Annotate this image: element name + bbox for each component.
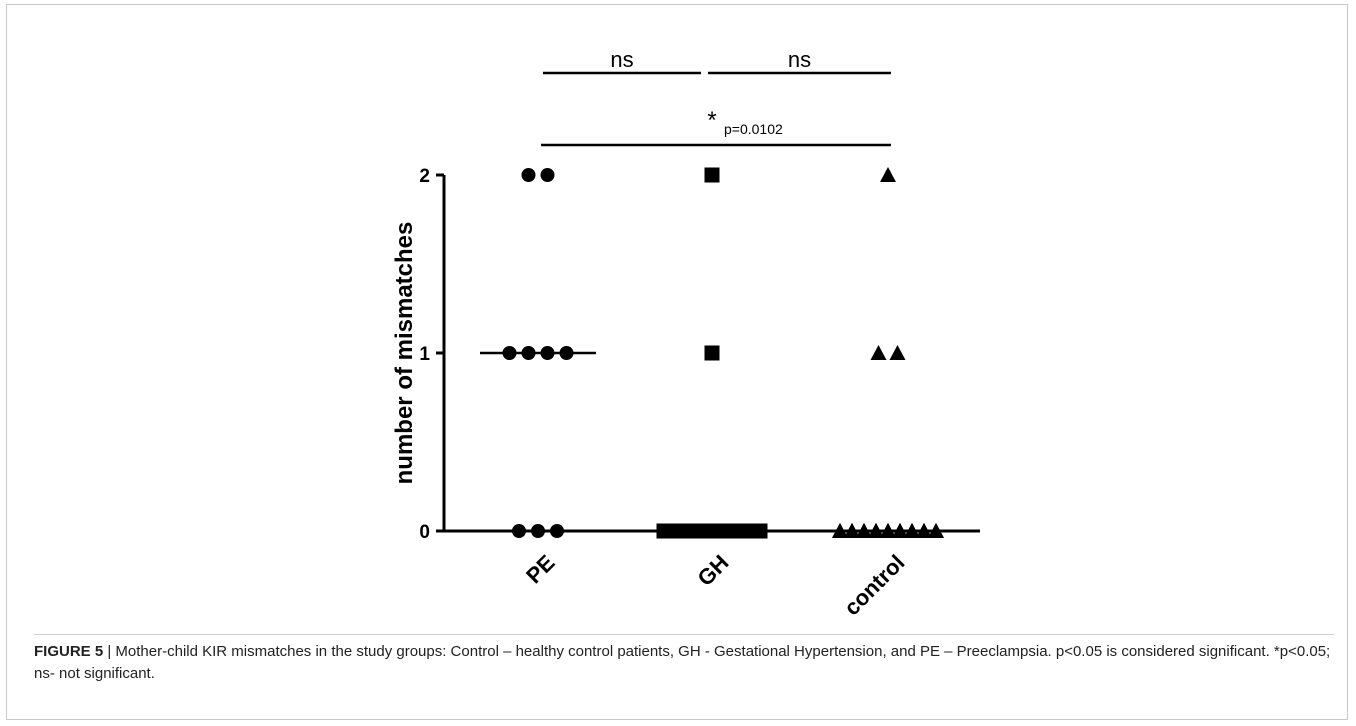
data-point: [512, 524, 526, 538]
x-tick-label: GH: [693, 550, 734, 591]
data-point: [880, 167, 896, 182]
axes: 0 1 2 PE GH control: [419, 166, 980, 620]
x-tick-label: PE: [521, 550, 559, 588]
data-point: [704, 167, 720, 183]
data-point: [870, 345, 887, 360]
y-tick-label: 1: [419, 344, 430, 365]
significance-label: ns: [610, 47, 633, 72]
caption-separator: |: [103, 643, 116, 660]
figure-label: FIGURE 5: [34, 643, 104, 660]
y-tick-label: 2: [419, 166, 430, 187]
data-point: [531, 524, 545, 538]
data-point: [889, 345, 906, 360]
figure-frame: [6, 4, 1348, 720]
caption-divider: [34, 634, 1334, 635]
data-point: [550, 524, 564, 538]
y-axis-label: number of mismatches: [391, 222, 418, 485]
y-tick-label: 0: [419, 522, 430, 543]
data-point: [704, 345, 720, 361]
data-point: [521, 168, 536, 182]
significance-p-value: p=0.0102: [724, 121, 783, 137]
data-point: [540, 168, 555, 182]
caption-text: Mother-child KIR mismatches in the study…: [34, 643, 1331, 682]
dot-plot: 0 1 2 PE GH control ns ns * p=0.0102 number of m…: [391, 47, 980, 620]
significance-brackets: ns ns * p=0.0102: [541, 47, 891, 147]
significance-label: ns: [788, 47, 811, 72]
x-tick-label: control: [839, 550, 909, 620]
median-lines: [480, 351, 946, 533]
figure-caption: FIGURE 5 | Mother-child KIR mismatches i…: [34, 641, 1334, 685]
significance-star: *: [707, 107, 716, 134]
